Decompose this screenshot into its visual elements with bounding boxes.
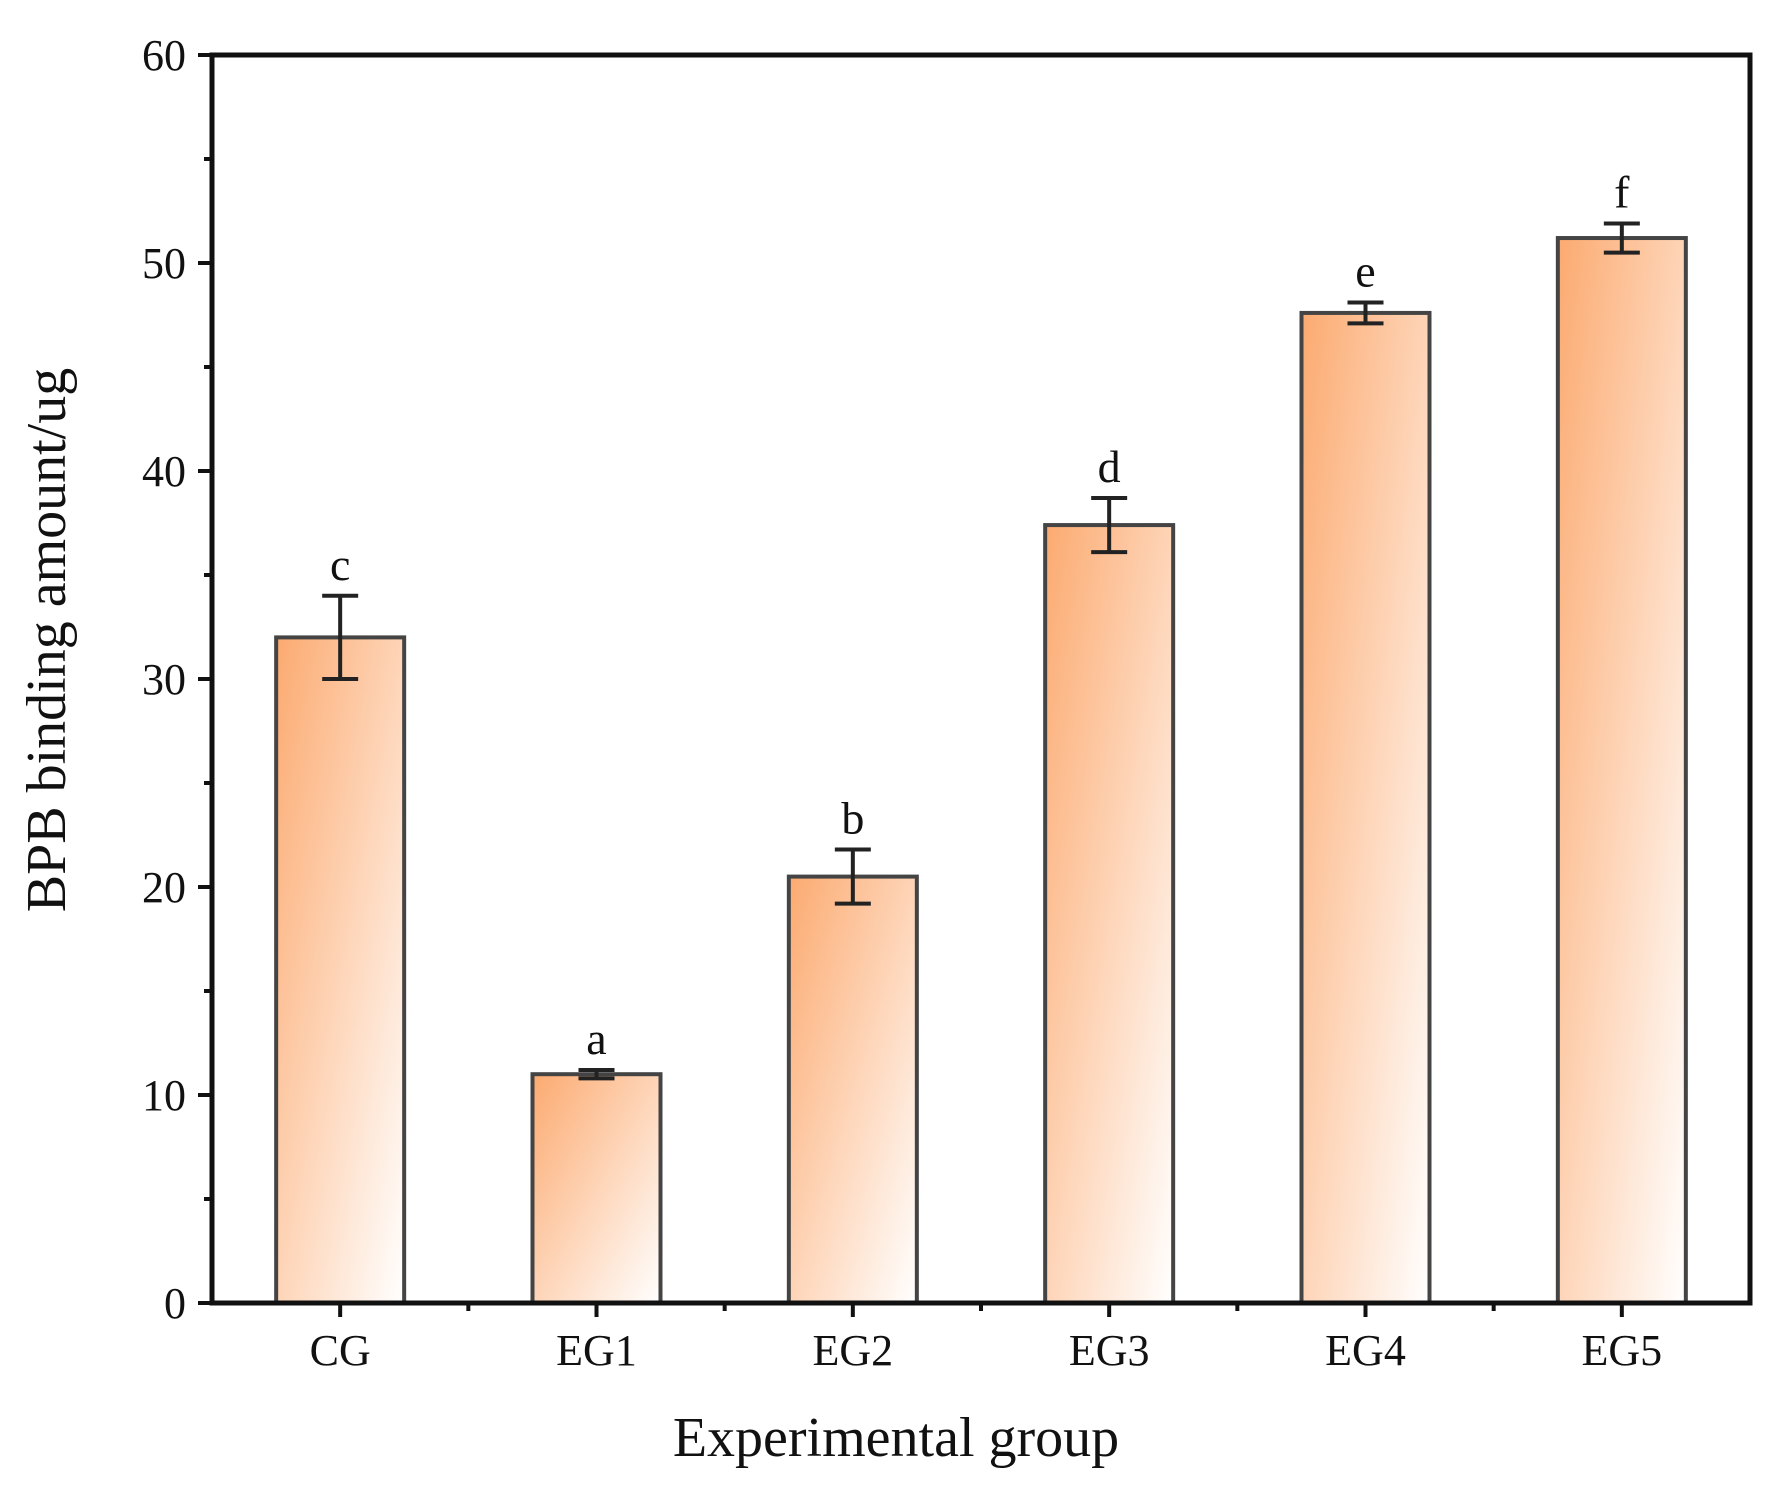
y-tick-label: 60 [142, 31, 186, 80]
error-bar-eg3 [1091, 496, 1128, 555]
significance-label-eg2: b [841, 793, 864, 844]
bar-eg4 [1299, 310, 1432, 1306]
significance-label-eg5: f [1614, 166, 1630, 217]
bar-eg3 [1043, 523, 1176, 1305]
x-tick-label-eg2: EG2 [813, 1326, 894, 1375]
x-tick-label-cg: CG [310, 1326, 371, 1375]
x-tick-label-eg5: EG5 [1582, 1326, 1663, 1375]
significance-label-eg4: e [1355, 246, 1375, 297]
error-bar-cg [322, 593, 359, 681]
x-tick-label-eg4: EG4 [1325, 1326, 1406, 1375]
significance-label-eg1: a [586, 1013, 606, 1064]
x-axis-title: Experimental group [673, 1407, 1119, 1469]
error-bar-eg5 [1603, 221, 1640, 255]
error-bar-eg2 [834, 847, 871, 906]
y-tick-label: 20 [142, 863, 186, 912]
bar-cg [274, 635, 407, 1305]
bar-eg2 [786, 874, 919, 1305]
plot-frame [209, 52, 1753, 1306]
y-tick-label: 40 [142, 447, 186, 496]
error-bar-eg4 [1347, 300, 1384, 326]
y-tick-label: 10 [142, 1071, 186, 1120]
y-tick-label: 0 [164, 1279, 186, 1328]
significance-label-cg: c [330, 539, 350, 590]
y-tick-label: 30 [142, 655, 186, 704]
significance-label-eg3: d [1098, 441, 1121, 492]
x-tick-label-eg3: EG3 [1069, 1326, 1150, 1375]
bar-eg1 [530, 1072, 663, 1305]
y-tick-label: 50 [142, 239, 186, 288]
x-tick-label-eg1: EG1 [556, 1326, 637, 1375]
error-bar-eg1 [578, 1068, 615, 1081]
y-axis-title: BPB binding amount/ug [16, 368, 78, 913]
bar-eg5 [1555, 236, 1688, 1305]
